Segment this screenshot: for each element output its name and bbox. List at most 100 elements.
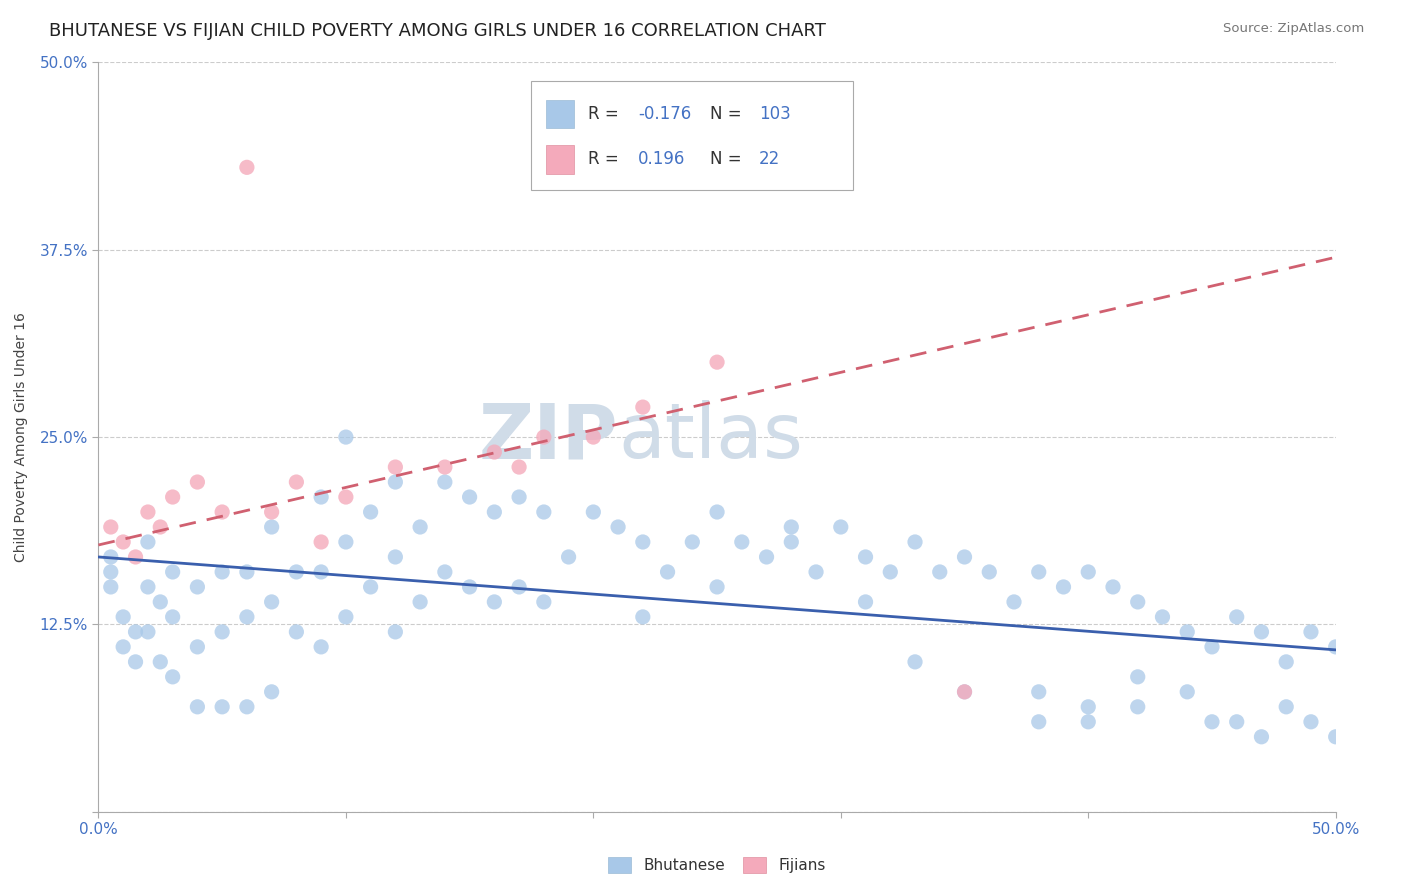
Point — [1250, 730, 1272, 744]
Point — [557, 549, 579, 564]
Point — [855, 595, 877, 609]
Point — [1126, 699, 1149, 714]
Point — [124, 655, 146, 669]
Point — [211, 624, 233, 639]
Point — [100, 565, 122, 579]
Point — [533, 595, 555, 609]
Bar — [547, 100, 574, 128]
Point — [186, 640, 208, 654]
Point — [928, 565, 950, 579]
Point — [755, 549, 778, 564]
Point — [1226, 610, 1249, 624]
Y-axis label: Child Poverty Among Girls Under 16: Child Poverty Among Girls Under 16 — [14, 312, 28, 562]
Text: 103: 103 — [759, 104, 792, 123]
Point — [1226, 714, 1249, 729]
Point — [533, 505, 555, 519]
Text: R =: R = — [588, 104, 619, 123]
Point — [731, 535, 754, 549]
Point — [360, 505, 382, 519]
Point — [1299, 624, 1322, 639]
Point — [162, 565, 184, 579]
Point — [433, 565, 456, 579]
Point — [631, 535, 654, 549]
Point — [260, 520, 283, 534]
Point — [953, 685, 976, 699]
Point — [1002, 595, 1025, 609]
Point — [1102, 580, 1125, 594]
Point — [1152, 610, 1174, 624]
Point — [706, 505, 728, 519]
Point — [1175, 624, 1198, 639]
Point — [211, 699, 233, 714]
Point — [162, 670, 184, 684]
Point — [162, 490, 184, 504]
Point — [1299, 714, 1322, 729]
Point — [706, 355, 728, 369]
Point — [236, 699, 259, 714]
Point — [309, 640, 332, 654]
Point — [804, 565, 827, 579]
Point — [309, 490, 332, 504]
Point — [211, 505, 233, 519]
Point — [112, 610, 135, 624]
Text: N =: N = — [710, 151, 741, 169]
Point — [236, 610, 259, 624]
Point — [1028, 685, 1050, 699]
Point — [433, 460, 456, 475]
Point — [211, 565, 233, 579]
Point — [285, 475, 308, 489]
Point — [484, 595, 506, 609]
Point — [260, 595, 283, 609]
Point — [1028, 565, 1050, 579]
Point — [112, 640, 135, 654]
Point — [1126, 670, 1149, 684]
Point — [100, 580, 122, 594]
Point — [830, 520, 852, 534]
Point — [904, 535, 927, 549]
Point — [879, 565, 901, 579]
Point — [409, 520, 432, 534]
Point — [484, 505, 506, 519]
Point — [384, 475, 406, 489]
Point — [149, 520, 172, 534]
Point — [149, 595, 172, 609]
Point — [162, 610, 184, 624]
Point — [706, 580, 728, 594]
Text: Source: ZipAtlas.com: Source: ZipAtlas.com — [1223, 22, 1364, 36]
Point — [309, 565, 332, 579]
Point — [631, 400, 654, 414]
Point — [607, 520, 630, 534]
Point — [149, 655, 172, 669]
Point — [260, 685, 283, 699]
Point — [533, 430, 555, 444]
Point — [285, 624, 308, 639]
Text: N =: N = — [710, 104, 741, 123]
Point — [1324, 730, 1347, 744]
Point — [124, 624, 146, 639]
Point — [1077, 699, 1099, 714]
Point — [1201, 640, 1223, 654]
Text: R =: R = — [588, 151, 619, 169]
Point — [1324, 640, 1347, 654]
Point — [508, 460, 530, 475]
Point — [1052, 580, 1074, 594]
Point — [1275, 699, 1298, 714]
Point — [979, 565, 1001, 579]
Point — [1028, 714, 1050, 729]
Point — [285, 565, 308, 579]
Point — [484, 445, 506, 459]
Point — [953, 685, 976, 699]
Text: 22: 22 — [759, 151, 780, 169]
Legend: Bhutanese, Fijians: Bhutanese, Fijians — [602, 851, 832, 879]
Point — [186, 580, 208, 594]
Point — [260, 505, 283, 519]
Point — [657, 565, 679, 579]
Point — [186, 475, 208, 489]
Point — [1077, 565, 1099, 579]
Point — [236, 565, 259, 579]
Point — [458, 490, 481, 504]
Point — [780, 535, 803, 549]
Point — [124, 549, 146, 564]
Point — [384, 460, 406, 475]
Text: 0.196: 0.196 — [638, 151, 685, 169]
